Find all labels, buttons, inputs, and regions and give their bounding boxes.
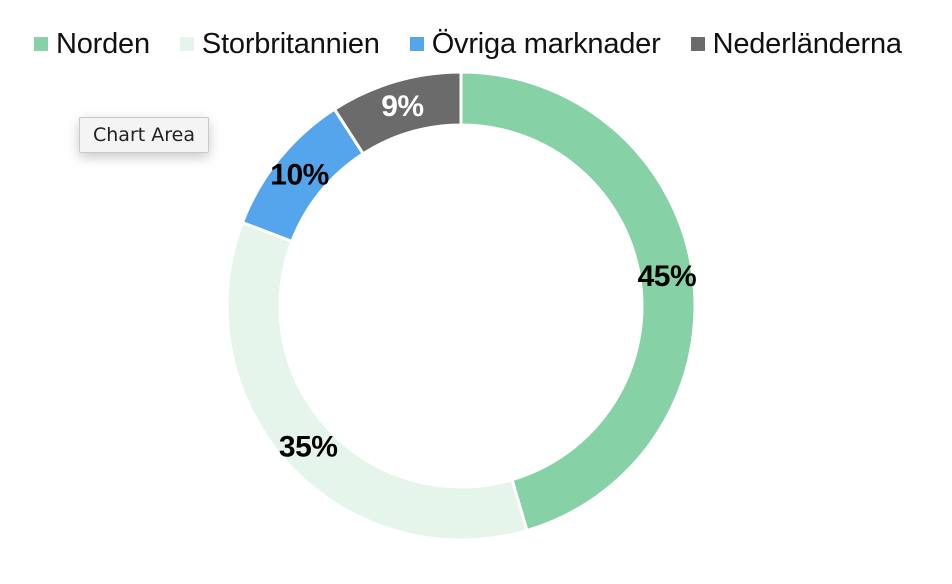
donut-slice[interactable]: [332, 70, 463, 156]
legend-label: Norden: [56, 27, 150, 60]
data-label: 45%: [638, 260, 697, 293]
legend-swatch: [34, 37, 48, 51]
donut-slice[interactable]: [225, 220, 529, 542]
data-label: 9%: [381, 90, 423, 123]
legend-label: Nederländerna: [712, 27, 902, 60]
legend-item[interactable]: Storbritannien: [179, 27, 380, 61]
legend-item[interactable]: Norden: [34, 28, 150, 61]
chart-area-tooltip: Chart Area: [79, 117, 209, 153]
donut-slice[interactable]: [459, 70, 697, 533]
legend-item[interactable]: Nederländerna: [690, 27, 902, 61]
legend-item[interactable]: Övriga marknader: [409, 27, 661, 61]
labels-group: 45% 35% 10% 9%: [270, 90, 696, 464]
legend-swatch: [409, 37, 424, 51]
slices-group: [225, 70, 697, 542]
chart-legend: Norden Storbritannien Övriga marknader Nede…: [34, 24, 902, 64]
legend-label: Övriga marknader: [431, 27, 661, 60]
data-label: 35%: [279, 431, 338, 464]
legend-label: Storbritannien: [201, 27, 380, 60]
legend-swatch: [690, 37, 705, 51]
legend-swatch: [179, 37, 194, 51]
data-label: 10%: [270, 158, 329, 191]
